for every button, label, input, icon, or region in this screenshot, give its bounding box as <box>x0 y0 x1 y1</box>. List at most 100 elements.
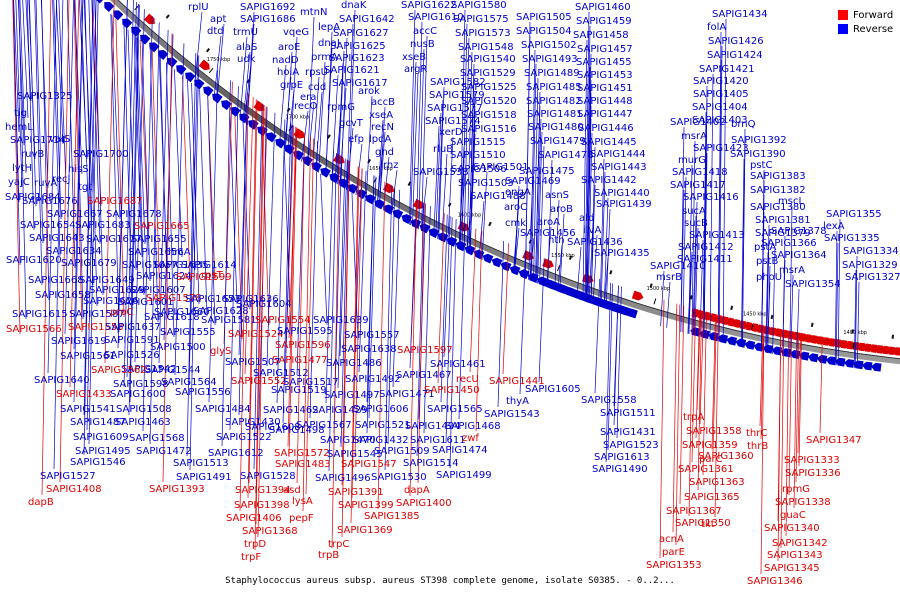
gene-label-trpf[interactable]: trpF <box>241 552 261 563</box>
gene-label-sapig1463[interactable]: SAPIG1463 <box>115 417 171 428</box>
gene-label-sapig1485[interactable]: SAPIG1485 <box>526 82 582 93</box>
gene-label-sapig1417[interactable]: SAPIG1417 <box>670 180 726 191</box>
gene-label-dnaj[interactable]: dnaJ <box>318 38 340 49</box>
gene-label-sapig1489[interactable]: SAPIG1489 <box>524 68 580 79</box>
gene-label-sapig1503[interactable]: SAPIG1503 <box>458 178 514 189</box>
gene-label-sapig1686[interactable]: SAPIG1686 <box>240 14 296 25</box>
gene-label-sapig1403[interactable]: SAPIG1403 <box>692 115 748 126</box>
gene-label-sapig1398[interactable]: SAPIG1398 <box>234 500 290 511</box>
gene-label-sapig1547[interactable]: SAPIG1547 <box>341 459 397 470</box>
gene-label-sapig1541[interactable]: SAPIG1541 <box>60 404 116 415</box>
gene-label-sapig1665[interactable]: SAPIG1665 <box>134 221 190 232</box>
gene-label-proc[interactable]: proC <box>110 307 133 318</box>
gene-label-sapig1519[interactable]: SAPIG1519 <box>271 385 327 396</box>
gene-label-sapig1450[interactable]: SAPIG1450 <box>424 385 480 396</box>
gene-label-sapig1676[interactable]: SAPIG1676 <box>22 196 78 207</box>
gene-label-thya[interactable]: thyA <box>506 396 529 407</box>
gene-label-cdd[interactable]: cdd <box>308 82 326 93</box>
gene-label-xseb[interactable]: xseB <box>402 52 426 63</box>
gene-label-sapig1517[interactable]: SAPIG1517 <box>283 377 339 388</box>
gene-label-sapig1613[interactable]: SAPIG1613 <box>594 452 650 463</box>
gene-label-sapig1609[interactable]: SAPIG1609 <box>73 432 129 443</box>
gene-label-sapig1573[interactable]: SAPIG1573 <box>455 28 511 39</box>
gene-label-nth[interactable]: nth <box>548 235 565 246</box>
gene-label-ilva[interactable]: ilvA <box>583 225 601 236</box>
gene-label-sapig1366[interactable]: SAPIG1366 <box>761 238 817 249</box>
gene-label-aroa[interactable]: aroA <box>537 217 560 228</box>
gene-label-trpb[interactable]: trpB <box>318 550 339 561</box>
gene-label-sapig1453[interactable]: SAPIG1453 <box>577 70 633 81</box>
gene-label-sapig1471[interactable]: SAPIG1471 <box>379 389 435 400</box>
gene-label-sapig1496[interactable]: SAPIG1496 <box>315 473 371 484</box>
gene-label-ald[interactable]: ald <box>579 213 594 224</box>
gene-label-sapig1668[interactable]: SAPIG1668 <box>28 275 84 286</box>
gene-label-mtnn[interactable]: mtnN <box>300 7 327 18</box>
gene-label-sapig1700[interactable]: SAPIG1700 <box>73 149 129 160</box>
gene-label-sapig1455[interactable]: SAPIG1455 <box>576 57 632 68</box>
gene-label-sapig1494[interactable]: SAPIG1494 <box>405 421 461 432</box>
gene-label-sapig1402[interactable]: SAPIG1402 <box>670 117 726 128</box>
gene-label-sapig1557[interactable]: SAPIG1557 <box>344 330 400 341</box>
gene-label-psta[interactable]: pstA <box>754 242 776 253</box>
gene-label-sapig1574[interactable]: SAPIG1574 <box>425 116 481 127</box>
gene-label-sapig1457[interactable]: SAPIG1457 <box>577 44 633 55</box>
gene-label-sapig1600[interactable]: SAPIG1600 <box>110 389 166 400</box>
gene-label-sapig1506[interactable]: SAPIG1506 <box>451 164 507 175</box>
gene-label-vals[interactable]: valS <box>49 134 70 145</box>
gene-label-sapig1514[interactable]: SAPIG1514 <box>403 458 459 469</box>
gene-label-sapig1615[interactable]: SAPIG1615 <box>12 309 68 320</box>
gene-label-dapa[interactable]: dapA <box>404 485 430 496</box>
gene-label-sapig1655[interactable]: SAPIG1655 <box>131 234 187 245</box>
gene-label-sapig1420[interactable]: SAPIG1420 <box>693 76 749 87</box>
gene-label-hiss[interactable]: hisS <box>68 164 89 175</box>
gene-label-trpd[interactable]: trpD <box>244 539 266 550</box>
gene-label-sapig1546[interactable]: SAPIG1546 <box>70 457 126 468</box>
gene-label-sapig1572[interactable]: SAPIG1572 <box>274 448 330 459</box>
gene-label-trmu[interactable]: trmU <box>233 27 258 38</box>
gene-label-sapig1625[interactable]: SAPIG1625 <box>330 41 386 52</box>
gene-label-gnd[interactable]: gnd <box>375 147 394 158</box>
gene-label-sapig1501[interactable]: SAPIG1501 <box>473 162 529 173</box>
gene-label-sapig1508[interactable]: SAPIG1508 <box>116 404 172 415</box>
gene-label-sapig1628[interactable]: SAPIG1628 <box>193 306 249 317</box>
gene-label-sapig1492[interactable]: SAPIG1492 <box>345 374 401 385</box>
gene-label-sapig1619[interactable]: SAPIG1619 <box>51 336 107 347</box>
gene-label-sapig1523[interactable]: SAPIG1523 <box>603 440 659 451</box>
gene-label-dnak[interactable]: dnaK <box>341 0 367 11</box>
gene-label-suca[interactable]: sucA <box>682 206 706 217</box>
gene-label-sapig1416[interactable]: SAPIG1416 <box>683 192 739 203</box>
gene-label-sapig1509[interactable]: SAPIG1509 <box>374 446 430 457</box>
gene-label-sapig1620[interactable]: SAPIG1620 <box>6 255 62 266</box>
gene-label-sapig1634[interactable]: SAPIG1634 <box>46 246 102 257</box>
gene-label-sapig1568[interactable]: SAPIG1568 <box>129 433 185 444</box>
gene-label-sapig1480[interactable]: SAPIG1480 <box>528 122 584 133</box>
gene-label-sapig1441[interactable]: SAPIG1441 <box>489 376 545 387</box>
gene-label-sapig1605[interactable]: SAPIG1605 <box>525 384 581 395</box>
gene-label-sapig1411[interactable]: SAPIG1411 <box>677 254 733 265</box>
gene-label-udk[interactable]: udk <box>237 54 256 65</box>
gene-label-sapig1512[interactable]: SAPIG1512 <box>253 368 309 379</box>
gene-label-sapig1660[interactable]: SAPIG1660 <box>154 307 210 318</box>
gene-label-sapig1518[interactable]: SAPIG1518 <box>461 110 517 121</box>
gene-label-aroc[interactable]: aroC <box>504 202 527 213</box>
gene-label-sapig1638[interactable]: SAPIG1638 <box>341 344 397 355</box>
gene-label-rpsu[interactable]: rpsU <box>305 67 328 78</box>
gene-label-sapig1714[interactable]: SAPIG1714 <box>10 135 66 146</box>
gene-label-sapig1433[interactable]: SAPIG1433 <box>56 389 112 400</box>
gene-label-alas[interactable]: alaS <box>236 42 257 53</box>
gene-label-enga[interactable]: engA <box>505 187 531 198</box>
gene-label-lysa[interactable]: lysA <box>292 496 313 507</box>
gene-label-sapig1462[interactable]: SAPIG1462 <box>263 405 319 416</box>
gene-label-sapig1426[interactable]: SAPIG1426 <box>708 36 764 47</box>
gene-label-sapig1431[interactable]: SAPIG1431 <box>600 427 656 438</box>
gene-label-sapig1404[interactable]: SAPIG1404 <box>692 102 748 113</box>
gene-label-sapig1385[interactable]: SAPIG1385 <box>364 511 420 522</box>
gene-label-glys[interactable]: glyS <box>210 346 231 357</box>
gene-label-sapig1381[interactable]: SAPIG1381 <box>755 215 811 226</box>
gene-label-sapig1468[interactable]: SAPIG1468 <box>445 421 501 432</box>
gene-label-sapig1578[interactable]: SAPIG1578 <box>146 293 202 304</box>
gene-label-sapig1436[interactable]: SAPIG1436 <box>567 237 623 248</box>
gene-label-sapig1598[interactable]: SAPIG1598 <box>113 379 169 390</box>
gene-label-rpmg[interactable]: rpmG <box>327 102 355 113</box>
gene-label-sapig1556[interactable]: SAPIG1556 <box>175 387 231 398</box>
